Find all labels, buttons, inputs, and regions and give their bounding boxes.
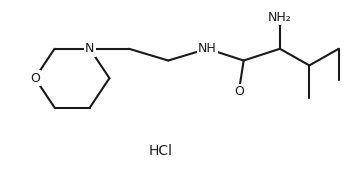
Text: NH₂: NH₂ bbox=[268, 11, 292, 24]
Text: HCl: HCl bbox=[148, 144, 173, 158]
Text: N: N bbox=[85, 42, 95, 55]
Text: NH: NH bbox=[198, 42, 217, 55]
Text: O: O bbox=[30, 72, 40, 85]
Text: O: O bbox=[234, 85, 244, 98]
